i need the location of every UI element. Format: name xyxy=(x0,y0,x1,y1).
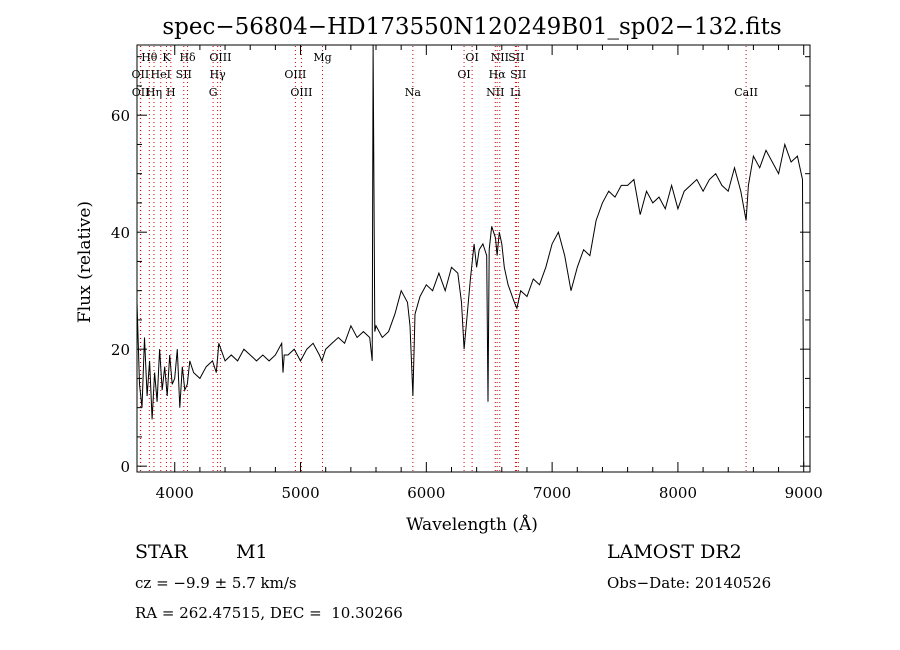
y-tick-label: 0 xyxy=(120,458,130,476)
y-tick-label: 40 xyxy=(111,224,130,242)
velocity-readout: cz = −9.9 ± 5.7 km/s xyxy=(135,574,297,592)
marker-label: Hδ xyxy=(179,51,196,64)
marker-label: Hγ xyxy=(210,68,227,81)
x-tick-label: 5000 xyxy=(281,484,319,502)
marker-label: OIII xyxy=(209,51,231,64)
marker-label: Na xyxy=(405,86,422,99)
marker-label: OI xyxy=(457,68,470,81)
y-tick-label: 60 xyxy=(111,107,130,125)
marker-label: OI xyxy=(465,51,478,64)
marker-label: SII xyxy=(510,68,526,81)
x-tick-label: 9000 xyxy=(785,484,823,502)
marker-label: NII xyxy=(486,86,504,99)
x-axis-label: Wavelength (Å) xyxy=(406,514,538,535)
marker-label: OII xyxy=(132,68,150,81)
marker-label: Li xyxy=(510,86,521,99)
obs-date: Obs−Date: 20140526 xyxy=(607,574,772,592)
survey-name: LAMOST DR2 xyxy=(607,541,742,563)
x-tick-label: 6000 xyxy=(407,484,445,502)
marker-label: H xyxy=(166,86,176,99)
marker-label: Hα xyxy=(489,68,507,81)
object-subclass: M1 xyxy=(236,541,268,563)
marker-label: Hη xyxy=(146,86,162,99)
x-tick-label: 4000 xyxy=(156,484,194,502)
marker-label: G xyxy=(209,86,218,99)
marker-label: HeI xyxy=(151,68,171,81)
plot-frame xyxy=(136,44,811,473)
marker-label: CaII xyxy=(734,86,758,99)
y-axis-label: Flux (relative) xyxy=(75,201,95,323)
marker-label: K xyxy=(162,51,171,64)
marker-label: Mg xyxy=(313,51,331,64)
y-tick-label: 20 xyxy=(111,341,130,359)
marker-label: OII xyxy=(132,86,150,99)
spectrum-line xyxy=(136,44,805,467)
line-markers xyxy=(139,46,747,471)
object-class: STAR xyxy=(135,541,188,563)
marker-label: Hθ xyxy=(141,51,158,64)
marker-label: SII xyxy=(176,68,192,81)
x-tick-label: 7000 xyxy=(533,484,571,502)
chart-title: spec−56804−HD173550N120249B01_sp02−132.f… xyxy=(162,14,781,40)
marker-label: OIII xyxy=(284,68,306,81)
coordinates: RA = 262.47515, DEC = 10.30266 xyxy=(135,604,403,622)
marker-label: OIII xyxy=(290,86,312,99)
marker-label: NII xyxy=(491,51,509,64)
x-tick-label: 8000 xyxy=(659,484,697,502)
x-axis: 4000 5000 6000 7000 8000 9000 xyxy=(156,45,823,502)
y-axis: 0 20 40 60 xyxy=(111,56,810,476)
marker-label: SII xyxy=(508,51,524,64)
